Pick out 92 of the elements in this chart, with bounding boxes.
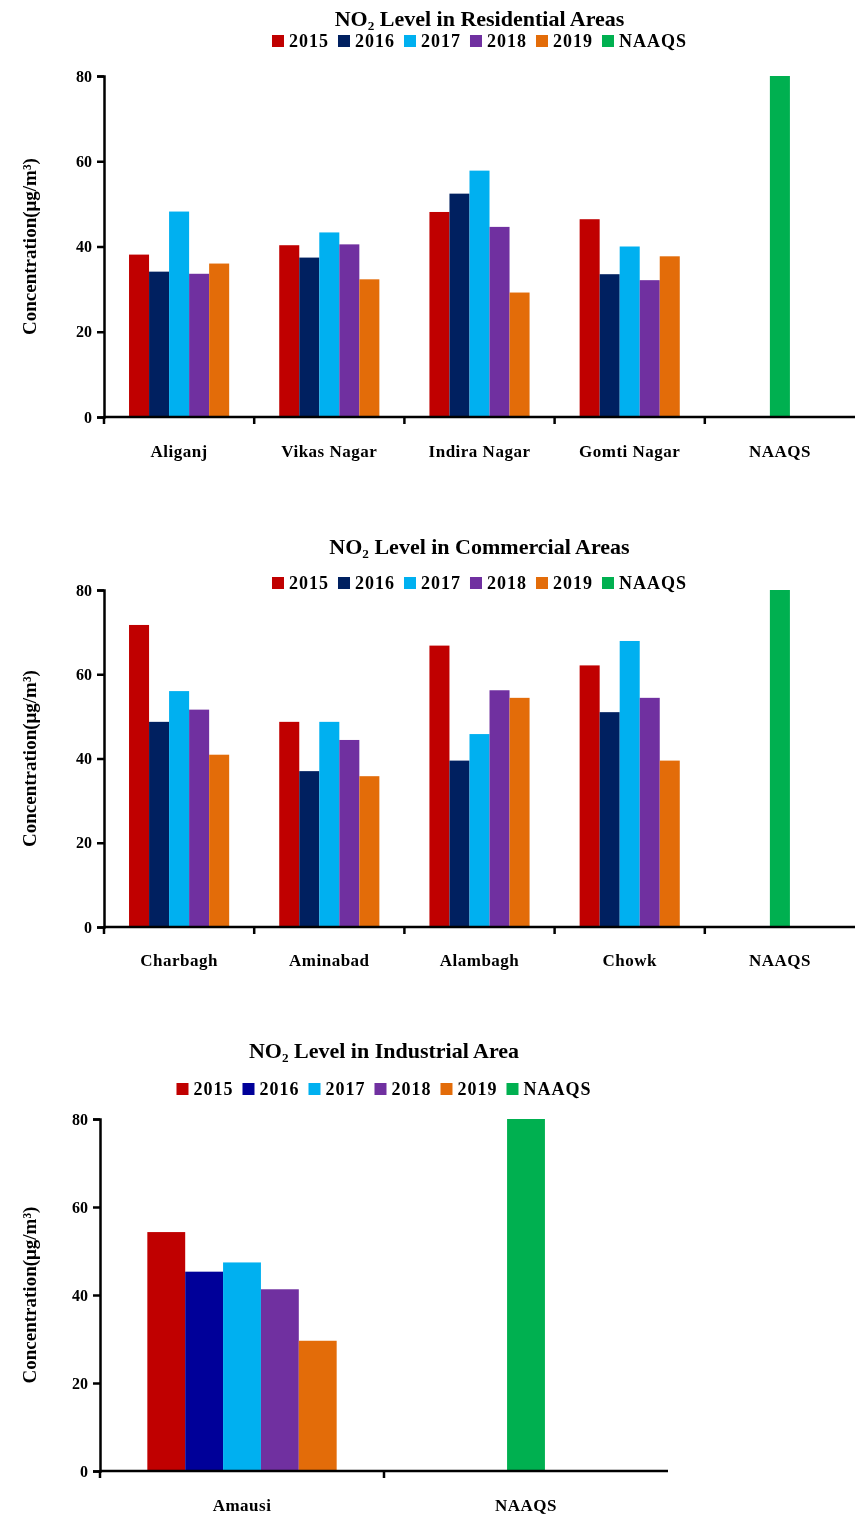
bar [639,697,660,927]
bar [509,697,530,927]
bar [469,170,490,417]
y-tick-label: 80 [72,1110,88,1128]
legend-label: 2016 [354,573,395,593]
y-tick-label: 40 [72,1286,88,1304]
legend-label: 2019 [457,1079,498,1099]
bar [639,280,660,417]
legend-label: NAAQS [618,573,688,593]
bar [509,292,530,417]
x-tick-label: Aliganj [150,442,208,462]
bar [189,273,210,417]
bar [429,645,450,927]
bar [599,274,620,417]
y-axis-title: Concentration(μg/m³) [19,158,41,335]
legend-label: NAAQS [523,1079,592,1099]
x-tick-label: Chowk [602,951,657,971]
legend-label: 2018 [486,573,527,593]
y-tick-label: 80 [76,581,92,599]
bar [169,691,190,927]
bar [279,721,300,927]
bar [449,760,470,927]
legend-label: 2019 [552,31,593,51]
bar [319,232,340,417]
chart-title: NO₂ Level in Residential Areas [334,6,625,31]
x-tick-label: NAAQS [748,442,811,462]
x-tick-label: Gomti Nagar [579,442,681,462]
legend-label: 2018 [486,31,527,51]
bar [769,76,790,417]
bar [129,624,150,927]
bar [659,256,680,417]
bar [659,760,680,927]
bar [189,709,210,927]
bar [429,211,450,417]
legend-label: NAAQS [618,31,688,51]
chart-title: NO₂ Level in Commercial Areas [329,534,631,559]
bar [359,776,380,927]
legend-label: 2019 [552,573,593,593]
bar [299,257,320,417]
x-tick-label: Amausi [212,1496,272,1516]
bar [599,712,620,927]
bar [149,721,170,927]
bar [129,254,150,417]
bar [279,245,300,417]
y-tick-label: 0 [84,918,92,936]
y-tick-label: 20 [76,323,92,341]
y-tick-label: 80 [76,67,92,85]
legend-label: 2018 [391,1079,432,1099]
legend-label: 2015 [288,31,329,51]
bar [339,244,360,417]
y-tick-label: 0 [84,408,92,426]
x-tick-label: Aminabad [289,951,370,971]
y-tick-label: 60 [72,1198,88,1216]
bar [169,211,190,417]
bar [489,690,510,927]
x-tick-label: Charbagh [140,951,218,971]
x-tick-label: Vikas Nagar [281,442,378,462]
y-tick-label: 20 [72,1374,88,1392]
bar [449,193,470,417]
chart-title: NO₂ Level in Industrial Area [248,1038,520,1063]
y-tick-label: 20 [76,834,92,852]
x-tick-label: NAAQS [748,951,811,971]
y-tick-label: 0 [80,1462,88,1480]
x-tick-label: Alambagh [439,951,520,971]
bar [299,771,320,927]
bar [209,263,230,417]
x-tick-label: Indira Nagar [428,442,531,462]
legend-label: 2017 [325,1079,366,1099]
bar [579,665,600,927]
y-axis-title: Concentration(μg/m³) [19,670,41,847]
legend-label: 2015 [193,1079,234,1099]
legend-label: 2017 [420,31,461,51]
legend-label: 2016 [354,31,395,51]
bar [149,271,170,417]
bar [769,590,790,927]
bar [619,640,640,927]
bar [469,734,490,927]
legend-label: 2016 [259,1079,300,1099]
y-tick-label: 60 [76,152,92,170]
bar [359,279,380,417]
bar [489,226,510,417]
y-tick-label: 40 [76,238,92,256]
bar [579,219,600,417]
bar [209,754,230,927]
y-axis-title: Concentration(μg/m³) [19,1206,41,1384]
legend-label: 2017 [420,573,461,593]
bar [619,246,640,417]
bar [339,739,360,927]
y-tick-label: 40 [76,750,92,768]
bar [319,721,340,927]
y-tick-label: 60 [76,665,92,683]
legend-label: 2015 [288,573,329,593]
